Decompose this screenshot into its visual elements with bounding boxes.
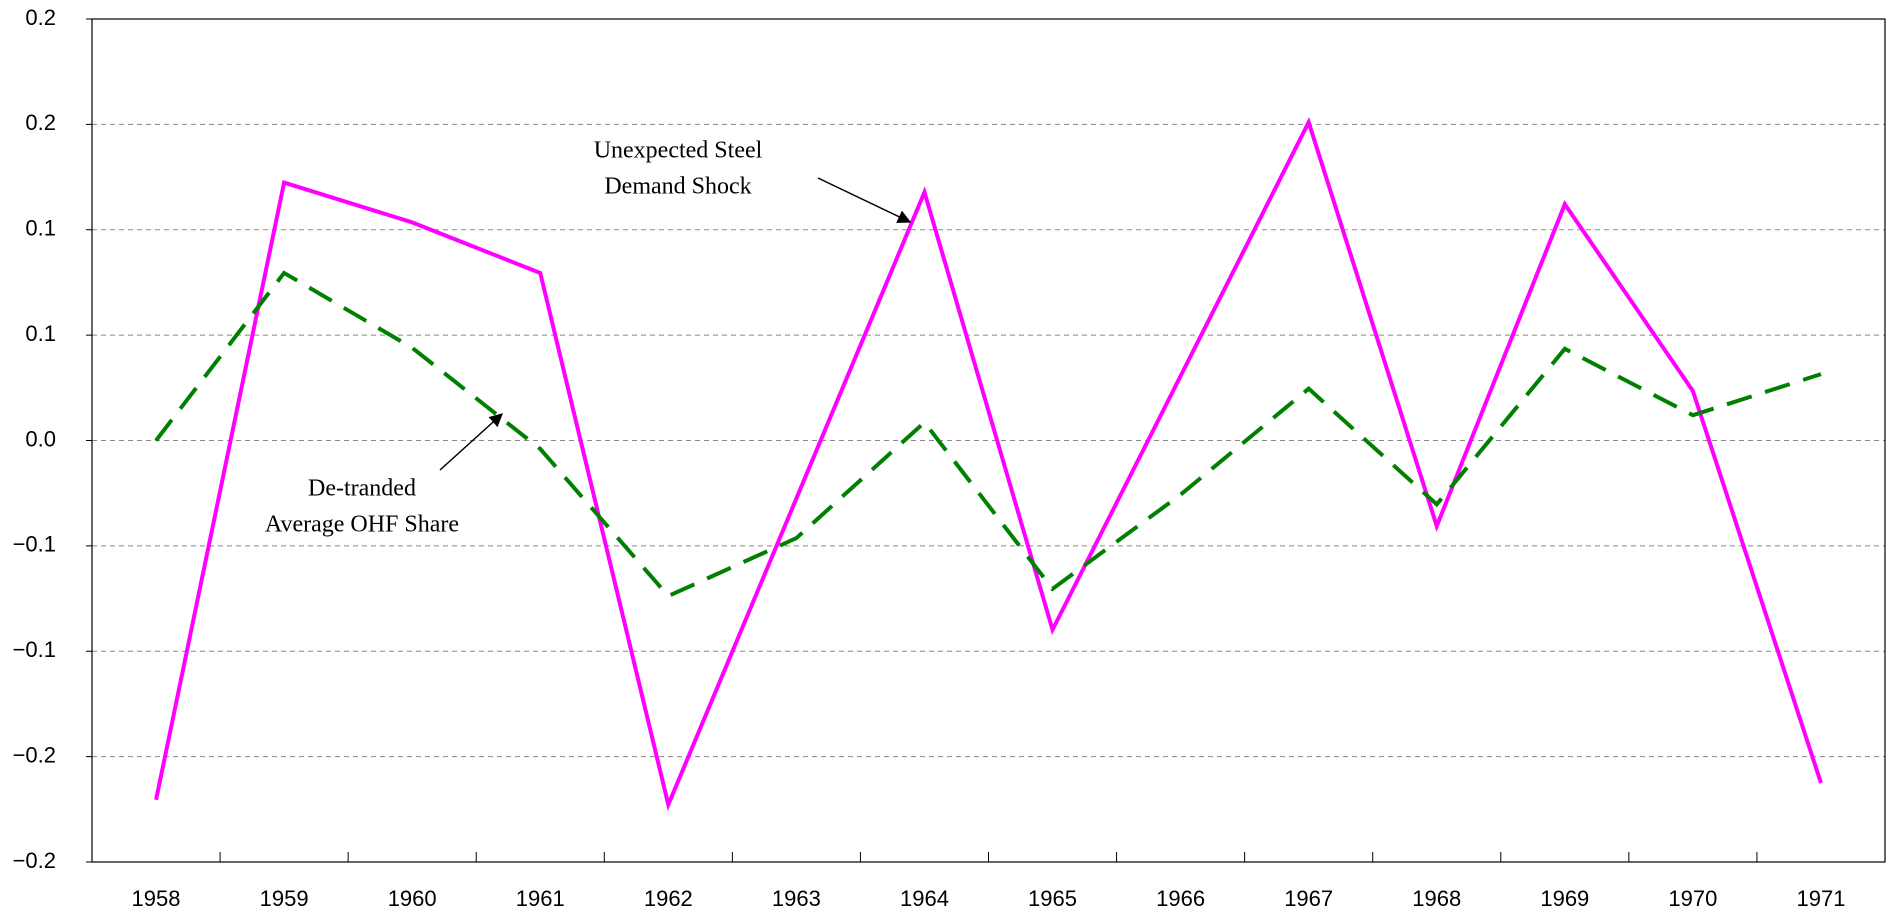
annotation-arrow (817, 177, 912, 223)
y-tick-label: −0.2 (13, 848, 56, 873)
annotation-text: Average OHF Share (265, 512, 459, 538)
x-tick-label: 1962 (644, 886, 693, 911)
annotation-text: De-tranded (308, 476, 416, 502)
series-line (154, 270, 1822, 599)
x-tick-label: 1961 (516, 886, 565, 911)
x-tick-label: 1967 (1284, 886, 1333, 911)
y-tick-label: −0.1 (13, 637, 56, 662)
y-tick-label: −0.1 (13, 532, 56, 557)
x-tick-label: 1969 (1540, 886, 1589, 911)
y-tick-label: 0.2 (25, 110, 56, 135)
annotation-arrow (439, 413, 504, 471)
y-tick-label: 0.1 (25, 321, 56, 346)
x-tick-label: 1964 (900, 886, 949, 911)
y-tick-label: 0.2 (25, 5, 56, 30)
x-tick-label: 1958 (132, 886, 181, 911)
x-tick-label: 1971 (1796, 886, 1845, 911)
series-line (154, 116, 1823, 812)
x-tick-label: 1968 (1412, 886, 1461, 911)
y-tick-label: −0.2 (13, 742, 56, 767)
x-tick-label: 1963 (772, 886, 821, 911)
x-tick-label: 1966 (1156, 886, 1205, 911)
x-tick-label: 1960 (388, 886, 437, 911)
x-tick-label: 1965 (1028, 886, 1077, 911)
x-tick-label: 1970 (1668, 886, 1717, 911)
y-tick-label: 0.0 (25, 426, 56, 451)
x-tick-label: 1959 (260, 886, 309, 911)
annotation-text: Demand Shock (604, 174, 751, 200)
y-tick-label: 0.1 (25, 216, 56, 241)
annotation-text: Unexpected Steel (594, 138, 763, 164)
